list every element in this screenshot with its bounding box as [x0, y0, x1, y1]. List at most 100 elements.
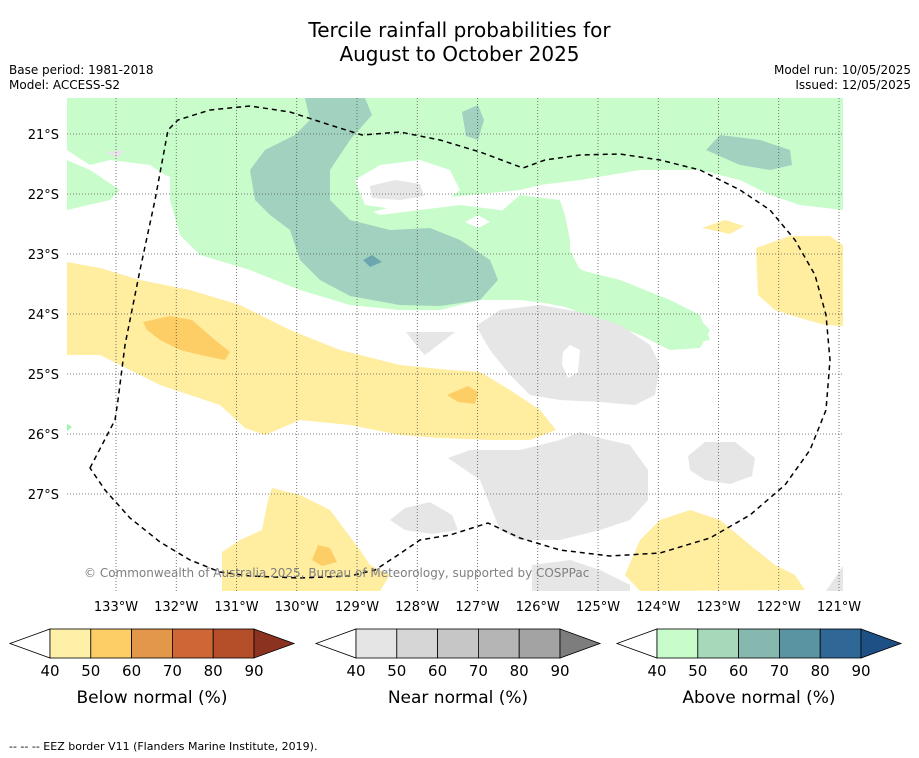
colorbar-tick-label: 40 — [647, 662, 666, 680]
eez-border — [89, 105, 831, 579]
colorbar-tick-label: 50 — [688, 662, 707, 680]
colorbar-tick-label: 80 — [510, 662, 529, 680]
lon-tick-label: 123°W — [696, 600, 740, 615]
white-band-middle — [67, 240, 480, 360]
latitude-labels: 21°S 22°S 23°S 24°S 25°S 26°S 27°S — [28, 128, 59, 503]
colorbar-tick-label: 80 — [204, 662, 223, 680]
colorbar-segment — [697, 628, 739, 659]
near-normal-region-north — [370, 180, 424, 200]
colorbar-high-arrow — [253, 628, 296, 659]
above-normal-region-west — [67, 160, 120, 210]
lon-tick-label: 132°W — [154, 600, 198, 615]
green-speck-west — [67, 424, 72, 431]
colorbars: 40 50 60 70 80 90 Below normal (%) 40 50 60 70 80 90… — [8, 628, 903, 708]
colorbar-tick-label: 90 — [244, 662, 263, 680]
meta-right: Model run: 10/05/2025 Issued: 12/05/2025 — [774, 63, 911, 93]
lon-tick-label: 121°W — [817, 600, 861, 615]
map-title: Tercile rainfall probabilities for Augus… — [0, 18, 919, 66]
colorbar-title: Near normal (%) — [388, 688, 528, 708]
colorbar-segment — [738, 628, 780, 659]
colorbar-tick-label: 60 — [122, 662, 141, 680]
colorbar-segment — [656, 628, 699, 659]
colorbar-tick-label: 50 — [81, 662, 100, 680]
above-normal-region-north — [67, 98, 843, 345]
colorbar-low-arrow — [8, 628, 51, 659]
colorbar-below: 40 50 60 70 80 90 Below normal (%) — [8, 628, 296, 708]
colorbar-title: Above normal (%) — [682, 688, 835, 708]
below-normal-speck-east — [702, 220, 744, 234]
colorbar-segment — [49, 628, 92, 659]
colorbar-tick-label: 50 — [387, 662, 406, 680]
lat-tick-label: 21°S — [28, 128, 59, 143]
colorbar-low-arrow — [314, 628, 357, 659]
colorbar-title: Below normal (%) — [77, 688, 228, 708]
lon-tick-label: 131°W — [214, 600, 258, 615]
white-hole-central — [562, 345, 580, 378]
colorbar-tick-label: 90 — [851, 662, 870, 680]
colorbar-segment — [819, 628, 862, 659]
colorbar-segment — [355, 628, 398, 659]
below-normal-region-southeast — [625, 510, 805, 591]
lat-tick-label: 26°S — [28, 428, 59, 443]
colorbar-high-arrow — [559, 628, 602, 659]
colorbar-segment — [437, 628, 479, 659]
colorbar-tick-label: 80 — [811, 662, 830, 680]
colorbar-high-arrow — [860, 628, 903, 659]
probability-fields — [67, 98, 843, 591]
colorbar-tick-label: 60 — [428, 662, 447, 680]
eez-footer-note: -- -- -- EEZ border V11 (Flanders Marine… — [9, 740, 318, 753]
colorbar-segment — [396, 628, 438, 659]
colorbar-segment — [477, 628, 520, 659]
lon-tick-label: 130°W — [275, 600, 319, 615]
lat-tick-label: 27°S — [28, 488, 59, 503]
lon-tick-label: 124°W — [636, 600, 680, 615]
colorbar-segment — [779, 628, 821, 659]
colorbar-low-arrow — [615, 628, 658, 659]
colorbar-tick-label: 60 — [729, 662, 748, 680]
colorbar-segment — [212, 628, 255, 659]
near-normal-region-east — [688, 442, 755, 484]
lon-tick-label: 122°W — [757, 600, 801, 615]
lon-tick-label: 129°W — [335, 600, 379, 615]
below-normal-region-west — [67, 262, 556, 440]
lat-tick-label: 23°S — [28, 248, 59, 263]
colorbar-segment — [131, 628, 173, 659]
lon-tick-label: 128°W — [395, 600, 439, 615]
lon-tick-label: 133°W — [94, 600, 138, 615]
title-line-2: August to October 2025 — [339, 42, 580, 66]
forecast-map: © Commonwealth of Australia 2025, Bureau… — [8, 98, 903, 708]
gridlines — [67, 98, 843, 591]
title-line-1: Tercile rainfall probabilities for — [308, 18, 611, 42]
longitude-labels: 133°W 132°W 131°W 130°W 129°W 128°W 127°W 126°W… — [94, 600, 861, 615]
below-normal-50-region-west — [143, 316, 230, 360]
colorbar-tick-label: 70 — [163, 662, 182, 680]
below-normal-region-south — [222, 488, 390, 591]
near-normal-strip-south — [532, 560, 630, 591]
issued-date: Issued: 12/05/2025 — [795, 78, 911, 92]
lat-tick-label: 22°S — [28, 188, 59, 203]
colorbar-segment — [90, 628, 133, 659]
lon-tick-label: 125°W — [576, 600, 620, 615]
lon-tick-label: 127°W — [455, 600, 499, 615]
lon-tick-label: 126°W — [516, 600, 560, 615]
colorbar-tick-label: 40 — [40, 662, 59, 680]
colorbar-segment — [518, 628, 561, 659]
below-normal-50-speck-south — [312, 545, 337, 566]
colorbar-tick-label: 90 — [550, 662, 569, 680]
near-normal-region-southwest — [390, 502, 458, 534]
model-run: Model run: 10/05/2025 — [773, 63, 911, 77]
colorbar-segment — [171, 628, 214, 659]
near-normal-speck-mid — [406, 332, 455, 355]
meta-left: Base period: 1981-2018 Model: ACCESS-S2 — [9, 63, 154, 93]
colorbar-near: 40 50 60 70 80 90 Near normal (%) — [314, 628, 602, 708]
lat-tick-label: 25°S — [28, 368, 59, 383]
below-normal-region-east — [756, 236, 843, 326]
near-normal-region-south — [448, 432, 648, 540]
above-normal-50-east — [706, 135, 792, 170]
colorbar-tick-label: 70 — [770, 662, 789, 680]
near-normal-speck-northwest — [105, 150, 125, 158]
lat-tick-label: 24°S — [28, 308, 59, 323]
below-normal-50-speck-central — [447, 386, 478, 404]
above-normal-60-speck — [363, 255, 382, 267]
above-normal-50-small-north — [462, 105, 484, 140]
